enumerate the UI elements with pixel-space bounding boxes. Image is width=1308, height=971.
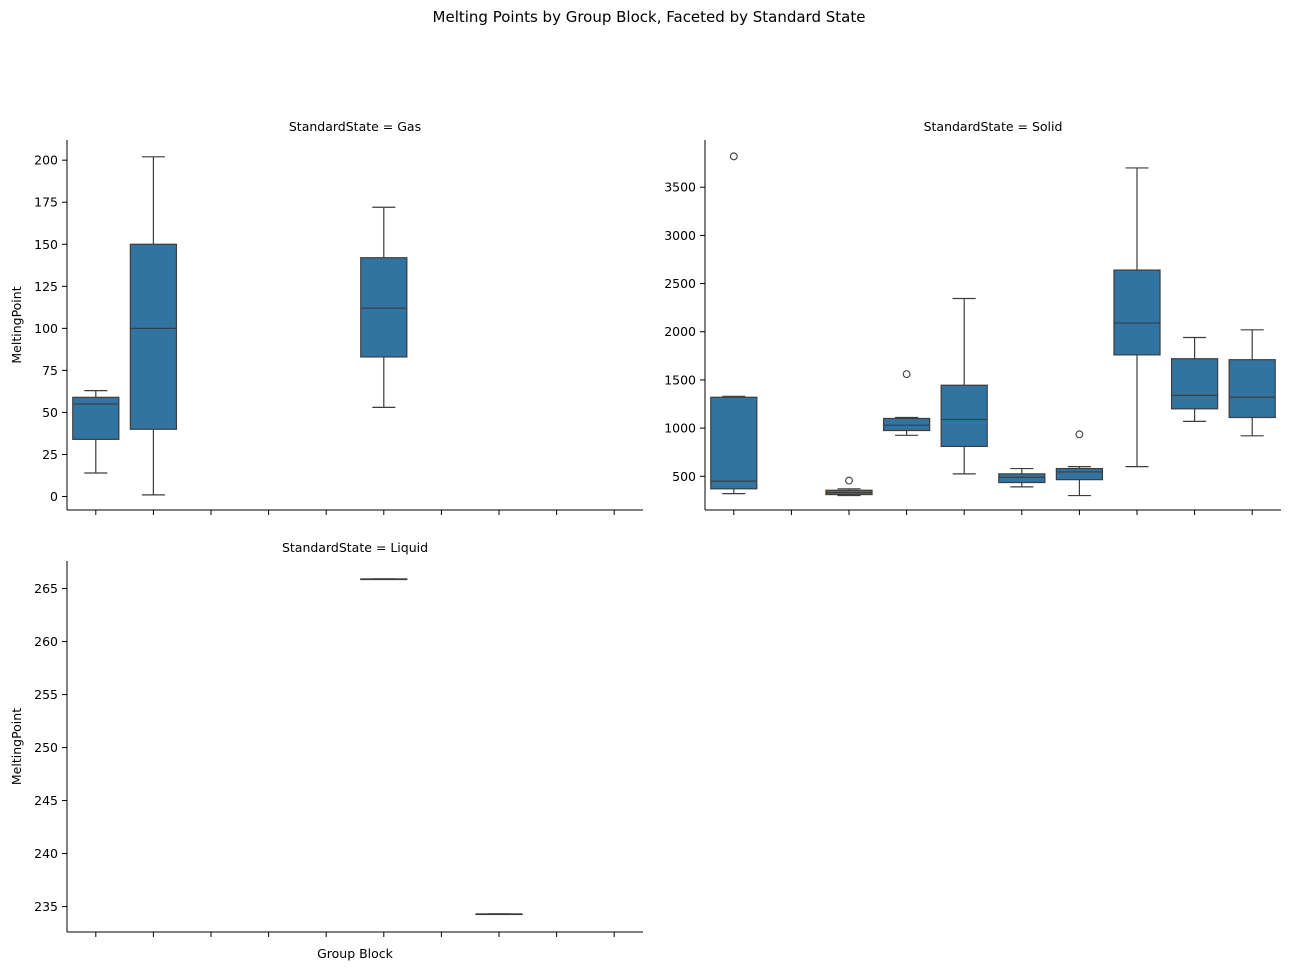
box-plot (360, 206, 408, 409)
y-tick-label: 200 (34, 153, 58, 168)
y-tick-label: 1000 (664, 421, 696, 436)
box (940, 384, 988, 448)
facet-grid: StandardState = Gas 0 25 50 75 100 125 150 175 20… (9, 119, 1281, 961)
outlier-point (845, 476, 853, 485)
y-tick-label: 3500 (664, 180, 696, 195)
facet-title: StandardState = Liquid (282, 540, 428, 555)
y-tick-label: 500 (672, 469, 696, 484)
box (1228, 359, 1276, 419)
y-tick-label: 235 (34, 899, 58, 914)
box-plot (825, 476, 873, 497)
box (1113, 269, 1161, 356)
facet-panel: StandardState = Gas 0 25 50 75 100 125 150 175 20… (9, 119, 643, 515)
y-tick-label: 50 (42, 405, 58, 420)
y-tick-label: 245 (34, 793, 58, 808)
outlier-point (902, 370, 911, 379)
y-tick-label: 0 (50, 489, 58, 504)
box-plot (1113, 167, 1161, 468)
box (1055, 467, 1104, 481)
y-tick-label: 265 (34, 581, 58, 596)
y-tick-label: 1500 (664, 372, 696, 387)
facet-title: StandardState = Solid (924, 119, 1063, 134)
y-tick-label: 100 (34, 321, 58, 336)
box (129, 243, 178, 430)
chart-title: Melting Points by Group Block, Faceted b… (433, 8, 866, 26)
box (710, 396, 758, 490)
y-tick-label: 25 (42, 447, 58, 462)
y-tick-label: 250 (34, 740, 58, 755)
outlier-point (1075, 430, 1084, 439)
box-plot (129, 156, 178, 496)
box-plot (882, 370, 931, 436)
y-tick-label: 125 (34, 279, 58, 294)
y-tick-label: 2500 (664, 276, 696, 291)
box-plot (1170, 336, 1219, 422)
y-tick-label: 260 (34, 634, 58, 649)
box (1170, 358, 1219, 410)
box-plot (940, 297, 988, 475)
y-tick-label: 175 (34, 195, 58, 210)
box (998, 473, 1046, 484)
x-axis-label: Group Block (317, 946, 394, 961)
box-plot (475, 913, 523, 916)
facet-panel: StandardState = Liquid 235 240 245 250 255 260… (9, 540, 643, 961)
box-plot (710, 152, 758, 495)
y-axis-label: MeltingPoint (9, 708, 24, 785)
y-tick-label: 150 (34, 237, 58, 252)
y-axis-label: MeltingPoint (9, 286, 24, 363)
y-tick-label: 2000 (664, 324, 696, 339)
box-plot (72, 389, 120, 474)
box-plot (1228, 329, 1276, 437)
y-tick-label: 240 (34, 846, 58, 861)
box (360, 257, 408, 358)
box (882, 417, 931, 432)
y-tick-label: 3000 (664, 228, 696, 243)
y-tick-label: 75 (42, 363, 58, 378)
facet-title: StandardState = Gas (289, 119, 421, 134)
box-plot (1055, 430, 1104, 497)
y-tick-label: 255 (34, 687, 58, 702)
facet-panel: StandardState = Solid 500 1000 1500 2000 2500… (664, 119, 1281, 515)
outlier-point (729, 152, 738, 161)
box-plot (360, 578, 408, 581)
box-plot (998, 467, 1046, 488)
